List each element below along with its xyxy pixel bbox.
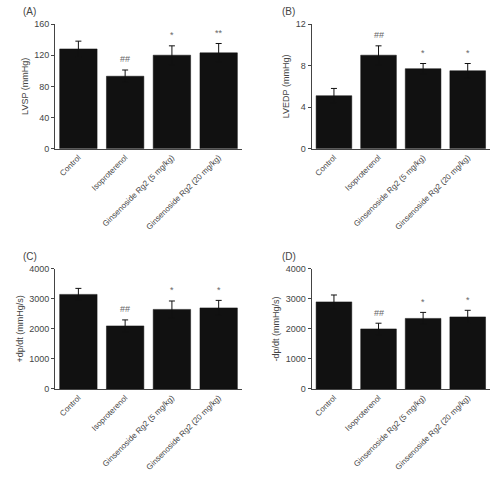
- svg-text:80: 80: [39, 82, 49, 92]
- svg-text:##: ##: [374, 308, 384, 318]
- svg-text:Isoproterenol: Isoproterenol: [343, 153, 383, 193]
- svg-text:*: *: [170, 30, 174, 40]
- svg-text:+dp/dt (mmHg/s): +dp/dt (mmHg/s): [15, 295, 25, 362]
- svg-text:-dp/dt (mmHg/s): -dp/dt (mmHg/s): [271, 296, 281, 361]
- svg-text:Ginsenoside Rg2 (20 mg/kg): Ginsenoside Rg2 (20 mg/kg): [145, 153, 224, 232]
- svg-text:Isoproterenol: Isoproterenol: [90, 153, 130, 193]
- svg-text:4000: 4000: [29, 264, 49, 274]
- svg-text:LVEDP (mmHg): LVEDP (mmHg): [281, 55, 291, 119]
- svg-text:40: 40: [39, 113, 49, 123]
- svg-text:*: *: [466, 48, 470, 58]
- svg-text:Isoproterenol: Isoproterenol: [90, 393, 130, 433]
- svg-text:2000: 2000: [286, 324, 306, 334]
- svg-text:Ginsenoside Rg2 (20 mg/kg): Ginsenoside Rg2 (20 mg/kg): [394, 153, 473, 232]
- svg-text:Ginsenoside Rg2 (5 mg/kg): Ginsenoside Rg2 (5 mg/kg): [352, 393, 427, 468]
- svg-text:Ginsenoside Rg2 (20 mg/kg): Ginsenoside Rg2 (20 mg/kg): [394, 393, 473, 472]
- svg-text:2000: 2000: [29, 324, 49, 334]
- svg-text:Control: Control: [314, 153, 339, 178]
- svg-text:4000: 4000: [286, 264, 306, 274]
- svg-text:160: 160: [34, 19, 49, 29]
- svg-text:LVSP (mmHg): LVSP (mmHg): [20, 58, 30, 115]
- svg-text:Ginsenoside Rg2 (5 mg/kg): Ginsenoside Rg2 (5 mg/kg): [101, 153, 176, 228]
- svg-text:*: *: [421, 48, 425, 58]
- svg-text:12: 12: [296, 19, 306, 29]
- svg-text:Control: Control: [314, 393, 339, 418]
- svg-text:(B): (B): [282, 6, 295, 17]
- svg-text:1000: 1000: [29, 354, 49, 364]
- svg-text:Control: Control: [58, 393, 83, 418]
- svg-text:8: 8: [301, 61, 306, 71]
- svg-text:(C): (C): [23, 251, 37, 262]
- svg-text:0: 0: [44, 384, 49, 394]
- svg-text:Ginsenoside Rg2 (20 mg/kg): Ginsenoside Rg2 (20 mg/kg): [145, 393, 224, 472]
- svg-text:##: ##: [120, 54, 130, 64]
- svg-text:*: *: [421, 297, 425, 307]
- svg-text:(A): (A): [23, 6, 36, 17]
- svg-text:0: 0: [301, 144, 306, 154]
- svg-text:Control: Control: [58, 153, 83, 178]
- svg-text:0: 0: [44, 144, 49, 154]
- svg-text:3000: 3000: [286, 294, 306, 304]
- svg-text:Ginsenoside Rg2 (5 mg/kg): Ginsenoside Rg2 (5 mg/kg): [352, 153, 427, 228]
- svg-text:**: **: [215, 28, 223, 38]
- svg-text:##: ##: [374, 30, 384, 40]
- svg-text:120: 120: [34, 50, 49, 60]
- svg-text:1000: 1000: [286, 354, 306, 364]
- svg-text:*: *: [170, 285, 174, 295]
- svg-text:Isoproterenol: Isoproterenol: [343, 393, 383, 433]
- svg-text:##: ##: [120, 304, 130, 314]
- svg-text:*: *: [217, 285, 221, 295]
- svg-text:(D): (D): [282, 251, 296, 262]
- svg-text:Ginsenoside Rg2 (5 mg/kg): Ginsenoside Rg2 (5 mg/kg): [101, 393, 176, 468]
- svg-text:4: 4: [301, 102, 306, 112]
- svg-text:0: 0: [301, 384, 306, 394]
- svg-text:*: *: [466, 295, 470, 305]
- svg-text:3000: 3000: [29, 294, 49, 304]
